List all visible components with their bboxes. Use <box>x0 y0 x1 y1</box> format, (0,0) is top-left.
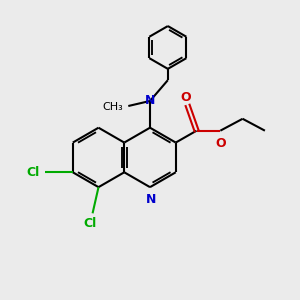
Text: O: O <box>181 91 191 104</box>
Text: O: O <box>215 137 226 150</box>
Text: CH₃: CH₃ <box>103 102 123 112</box>
Text: N: N <box>145 94 155 107</box>
Text: Cl: Cl <box>83 217 96 230</box>
Text: Cl: Cl <box>27 166 40 179</box>
Text: N: N <box>146 193 157 206</box>
